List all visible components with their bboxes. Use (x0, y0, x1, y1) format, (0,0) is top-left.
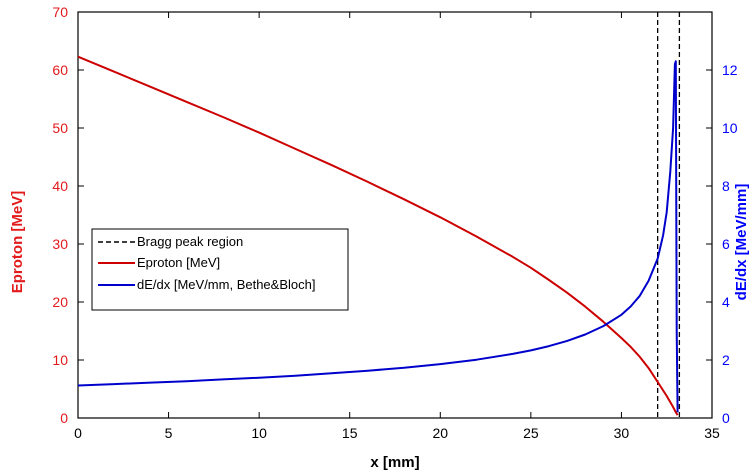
left-y-tick-label: 0 (60, 410, 68, 426)
right-y-tick-label: 0 (722, 410, 730, 426)
series-layer (77, 55, 679, 416)
x-tick-label: 30 (614, 425, 630, 441)
bragg-peak-lines (657, 12, 681, 418)
x-tick-label: 35 (704, 425, 720, 441)
right-y-axis-title: dE/dx [MeV/mm] (733, 184, 750, 301)
plot-frame (77, 11, 713, 419)
x-tick-label: 25 (523, 425, 539, 441)
dedx-series-line (77, 60, 679, 413)
left-y-tick-label: 10 (52, 352, 68, 368)
right-y-tick-label: 4 (722, 294, 730, 310)
right-y-tick-label: 10 (722, 120, 738, 136)
right-y-tick-label: 12 (722, 62, 738, 78)
left-y-tick-label: 40 (52, 178, 68, 194)
left-y-axis-title: Eproton [MeV] (9, 191, 26, 294)
left-y-tick-label: 60 (52, 62, 68, 78)
x-tick-label: 0 (74, 425, 82, 441)
left-y-tick-label: 20 (52, 294, 68, 310)
x-tick-label: 10 (251, 425, 267, 441)
legend-label-dedx: dE/dx [MeV/mm, Bethe&Bloch] (137, 277, 315, 292)
left-y-axis-ticks: 0 10 20 30 40 50 60 70 (52, 4, 84, 426)
left-y-tick-label: 70 (52, 4, 68, 20)
left-y-tick-label: 50 (52, 120, 68, 136)
legend: Bragg peak region Eproton [MeV] dE/dx [M… (91, 228, 349, 311)
right-y-axis-ticks: 0 2 4 6 8 10 12 (706, 62, 738, 426)
x-axis-ticks: 0 5 10 15 20 25 30 35 (74, 12, 720, 441)
x-tick-label: 20 (432, 425, 448, 441)
right-y-tick-label: 2 (722, 352, 730, 368)
right-y-tick-label: 8 (722, 178, 730, 194)
x-tick-label: 15 (342, 425, 358, 441)
eproton-series-line (77, 55, 679, 416)
plot-area-border (77, 11, 713, 419)
legend-label-eproton: Eproton [MeV] (137, 255, 220, 270)
legend-label-bragg: Bragg peak region (137, 234, 243, 249)
right-y-tick-label: 6 (722, 236, 730, 252)
left-y-tick-label: 30 (52, 236, 68, 252)
x-tick-label: 5 (165, 425, 173, 441)
x-axis-title: x [mm] (370, 454, 419, 471)
